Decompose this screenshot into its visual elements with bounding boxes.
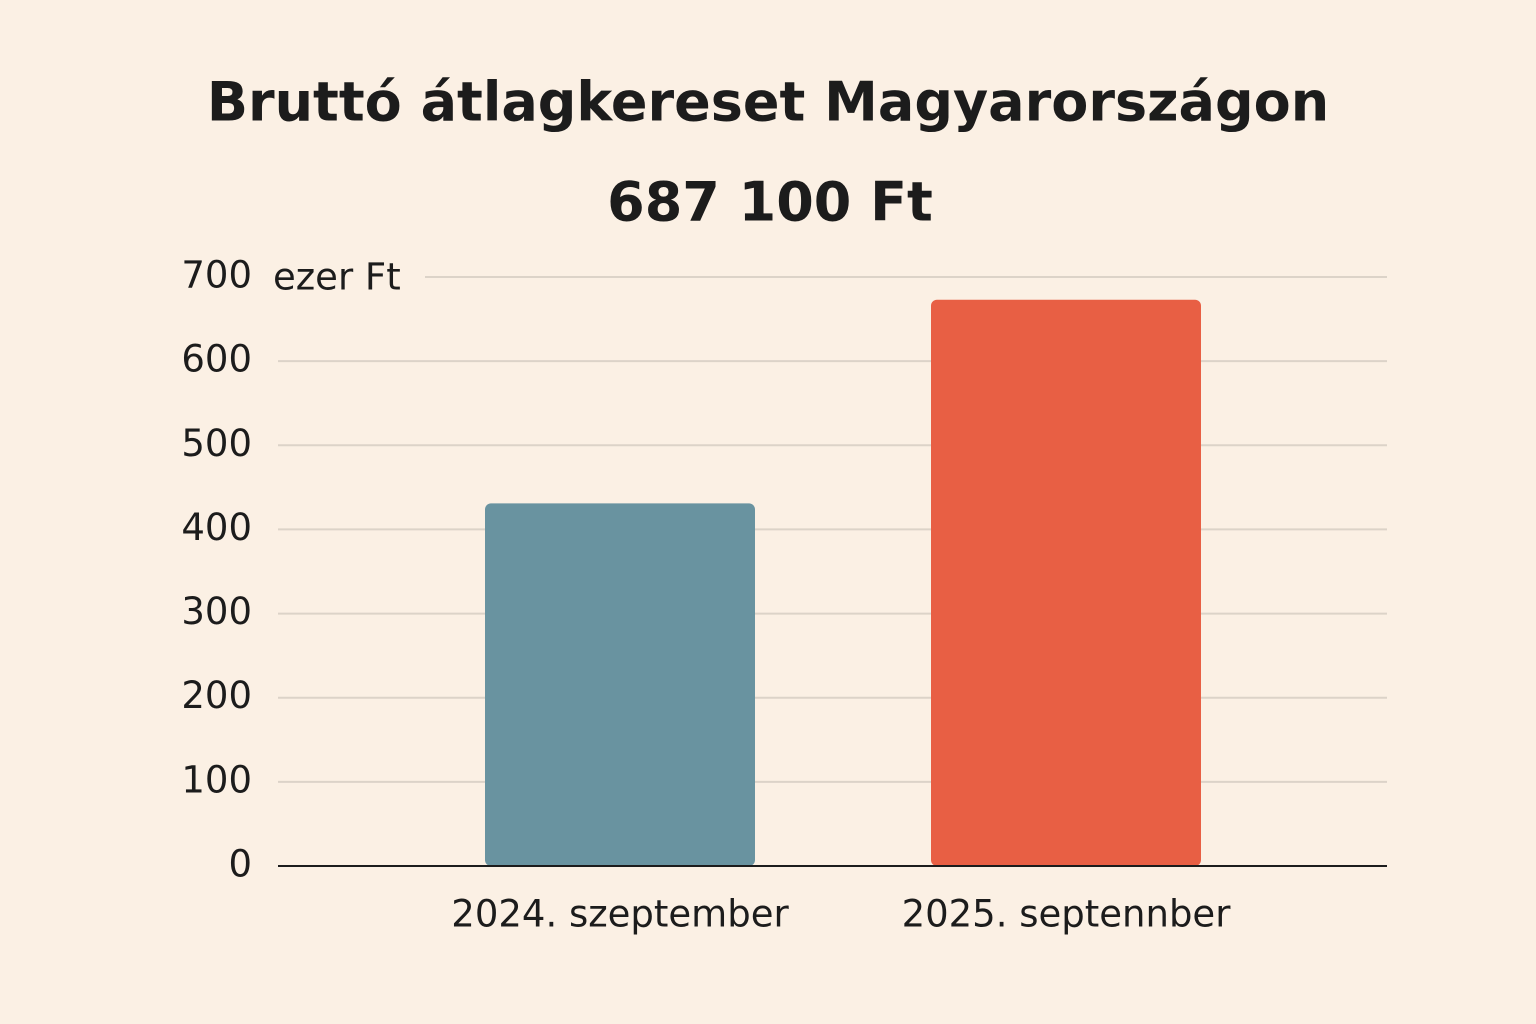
y-axis-unit: ezer Ft <box>273 256 401 299</box>
chart-title: Bruttó átlagkereset Magyarországon <box>207 71 1329 134</box>
bar <box>485 503 755 866</box>
x-tick-label: 2024. szeptember <box>451 893 789 936</box>
chart-subtitle: 687 100 Ft <box>607 171 933 234</box>
y-tick-label: 400 <box>181 506 252 549</box>
y-tick-label: 300 <box>181 590 252 633</box>
y-tick-label: 100 <box>181 758 252 801</box>
y-tick-label: 0 <box>228 843 252 886</box>
y-tick-label: 600 <box>181 338 252 381</box>
bar <box>931 299 1201 866</box>
y-tick-label: 200 <box>181 674 252 717</box>
x-tick-label: 2025. septennber <box>902 893 1232 936</box>
y-tick-label: 500 <box>181 422 252 465</box>
y-tick-label: 700 <box>181 254 252 297</box>
